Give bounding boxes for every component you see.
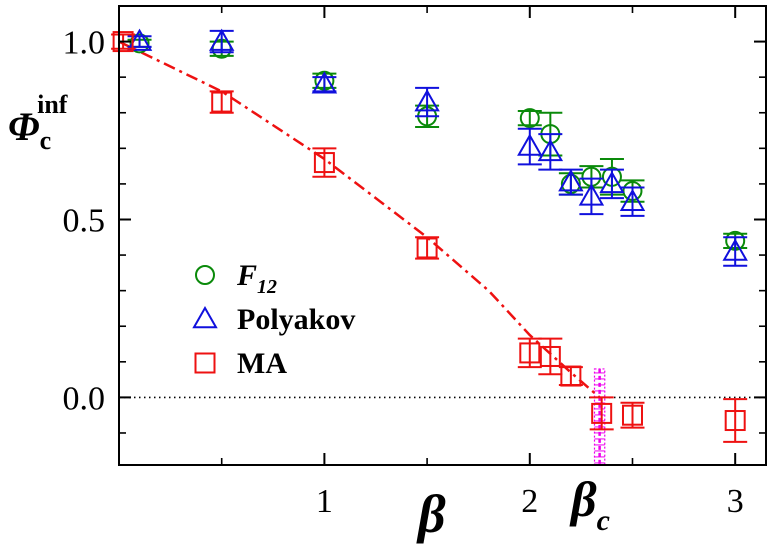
beta-c-label-main: β	[569, 471, 597, 527]
y-axis-title-sup: inf	[37, 90, 68, 119]
beta-c-label: βc	[569, 471, 610, 537]
plot-frame	[118, 5, 767, 466]
legend-label-main: Polyakov	[237, 303, 355, 336]
data-point-polyakov	[619, 188, 646, 211]
y-tick-label: 0.0	[63, 380, 106, 417]
data-point-ma	[313, 152, 335, 174]
legend-label-main: MA	[237, 347, 287, 380]
data-point-ma	[591, 402, 613, 424]
data-point-ma	[519, 342, 541, 364]
series-ma	[111, 31, 748, 443]
legend-label-ma: MA	[237, 347, 287, 380]
data-point-polyakov	[558, 169, 584, 192]
data-point-ma	[621, 404, 643, 426]
x-tick-label: 1	[316, 483, 333, 520]
data-point-polyakov	[126, 28, 153, 51]
data-point-f12	[519, 108, 540, 129]
x-tick-label: 3	[727, 483, 744, 520]
data-point-polyakov	[537, 138, 564, 162]
data-point-polyakov	[414, 89, 440, 112]
data-point-ma	[211, 91, 233, 113]
y-axis-title-main: Φ	[8, 104, 40, 149]
y-axis-title-sub: c	[40, 126, 52, 155]
data-point-polyakov	[722, 238, 748, 261]
legend-marker-polyakov	[192, 305, 218, 329]
data-point-polyakov	[517, 133, 543, 156]
legend-marker-f12	[195, 265, 215, 285]
series-f12	[127, 33, 748, 251]
legend-label-polyakov: Polyakov	[237, 303, 355, 336]
legend-label-sub: 12	[257, 276, 277, 298]
legend: F12 Polyakov MA	[192, 259, 355, 380]
data-point-ma	[112, 31, 134, 53]
data-point-ma	[416, 237, 438, 259]
y-axis-title: Φc inf	[8, 90, 68, 155]
series-polyakov	[126, 28, 748, 267]
beta-c-label-sub: c	[597, 504, 610, 537]
data-point-polyakov	[311, 71, 338, 94]
data-point-ma	[560, 365, 582, 387]
legend-label-main: F	[236, 259, 257, 292]
x-axis-title: β	[416, 484, 446, 544]
legend-label-f12: F12	[236, 259, 277, 298]
plot-area	[111, 28, 766, 466]
y-tick-label: 0.5	[63, 202, 106, 239]
data-point-polyakov	[208, 28, 235, 51]
legend-marker-ma	[194, 352, 216, 374]
data-point-polyakov	[578, 183, 605, 206]
data-point-ma	[724, 410, 746, 432]
axis-ticks	[119, 6, 766, 465]
data-point-ma	[539, 345, 561, 367]
data-point-f12	[129, 33, 150, 54]
axis-labels: 1 2 30.00.51.0	[63, 25, 744, 520]
y-tick-label: 1.0	[63, 25, 106, 62]
x-tick-label: 2	[521, 483, 538, 520]
data-point-polyakov	[599, 170, 625, 194]
